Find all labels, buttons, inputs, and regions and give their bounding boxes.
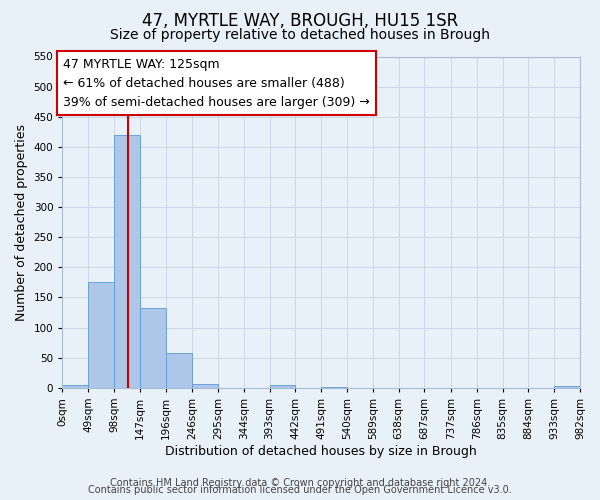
Text: Contains HM Land Registry data © Crown copyright and database right 2024.: Contains HM Land Registry data © Crown c… xyxy=(110,478,490,488)
Text: 47 MYRTLE WAY: 125sqm
← 61% of detached houses are smaller (488)
39% of semi-det: 47 MYRTLE WAY: 125sqm ← 61% of detached … xyxy=(64,58,370,108)
Bar xyxy=(88,282,114,388)
Bar xyxy=(114,135,140,388)
Text: Size of property relative to detached houses in Brough: Size of property relative to detached ho… xyxy=(110,28,490,42)
Text: Contains public sector information licensed under the Open Government Licence v3: Contains public sector information licen… xyxy=(88,485,512,495)
Bar xyxy=(166,354,192,388)
X-axis label: Distribution of detached houses by size in Brough: Distribution of detached houses by size … xyxy=(165,444,477,458)
Y-axis label: Number of detached properties: Number of detached properties xyxy=(15,124,28,320)
Bar xyxy=(554,386,580,388)
Bar xyxy=(140,308,166,388)
Bar xyxy=(62,385,88,388)
Bar xyxy=(192,384,218,388)
Text: 47, MYRTLE WAY, BROUGH, HU15 1SR: 47, MYRTLE WAY, BROUGH, HU15 1SR xyxy=(142,12,458,30)
Bar xyxy=(269,386,295,388)
Bar xyxy=(321,386,347,388)
